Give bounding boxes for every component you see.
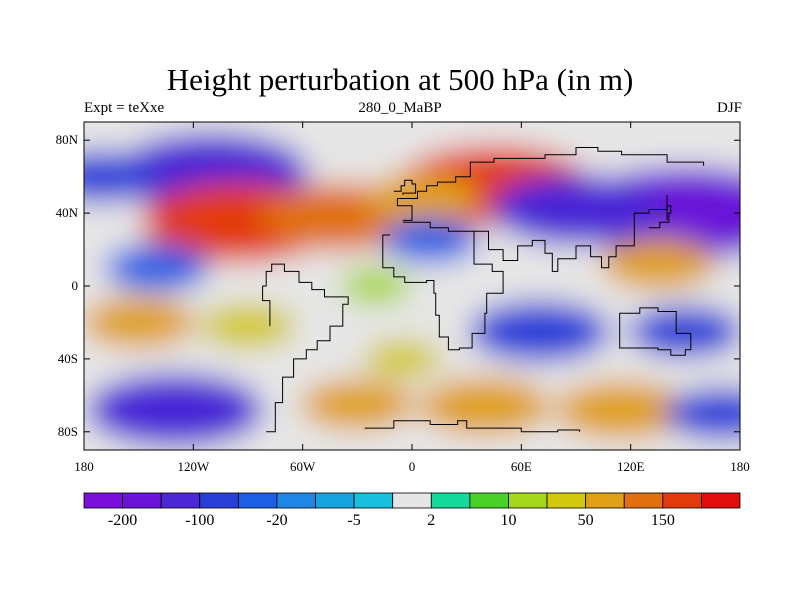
y-tick-label: 0: [72, 278, 79, 293]
anomaly-region: [84, 296, 196, 349]
colorbar-label: 50: [578, 512, 594, 529]
colorbar-label: -100: [185, 512, 214, 529]
anomaly-region: [104, 243, 210, 292]
anomaly-region: [300, 378, 415, 431]
colorbar-swatch: [237, 492, 278, 509]
season-label: DJF: [716, 100, 742, 116]
experiment-label: Expt = teXxe: [84, 100, 165, 116]
colorbar-swatch: [392, 492, 432, 509]
anomaly-region: [382, 218, 479, 263]
colorbar-swatch: [83, 492, 123, 509]
colorbar-label: 150: [651, 512, 675, 529]
x-tick-label: 180: [730, 459, 750, 474]
anomaly-region: [492, 174, 660, 245]
anomaly-region: [601, 238, 715, 290]
colorbar-swatch: [623, 492, 664, 509]
anomaly-region: [664, 387, 740, 440]
colorbar-swatch: [122, 492, 162, 509]
anomaly-region: [86, 373, 264, 447]
colorbar-label: -5: [347, 512, 360, 529]
x-tick-label: 0: [409, 459, 416, 474]
coastline: [396, 147, 705, 221]
colorbar-swatch: [662, 492, 702, 509]
anomaly-region: [469, 301, 611, 362]
anomaly-region: [363, 339, 442, 379]
y-tick-label: 40S: [58, 351, 78, 366]
colorbar-swatch: [508, 492, 548, 509]
anomaly-region: [418, 377, 551, 436]
colorbar: -200 -100 -20 -5 2 10 50 150: [83, 492, 741, 529]
x-tick-label: 120E: [617, 459, 645, 474]
y-tick-label: 80N: [56, 132, 79, 147]
coastline: [648, 205, 672, 229]
colorbar-swatch: [469, 492, 509, 509]
anomaly-region: [200, 303, 296, 349]
colorbar-swatch: [160, 492, 201, 509]
colorbar-label: 2: [427, 512, 435, 529]
period-label: 280_0_MaBP: [358, 100, 442, 116]
colorbar-swatch: [585, 492, 625, 509]
colorbar-swatch: [546, 492, 587, 509]
y-tick-label: 40N: [56, 205, 79, 220]
coastline: [393, 179, 417, 195]
coastline: [262, 263, 349, 433]
coastline: [382, 221, 504, 351]
colorbar-swatch: [353, 492, 394, 509]
y-tick-label: 80S: [58, 424, 78, 439]
chart-title: Height perturbation at 500 hPa (in m): [166, 62, 634, 97]
colorbar-swatch: [199, 492, 239, 509]
x-tick-label: 60W: [290, 459, 316, 474]
colorbar-swatch: [430, 492, 471, 509]
colorbar-swatch: [701, 492, 741, 509]
coastline: [474, 194, 668, 272]
coastline: [364, 420, 581, 433]
continent-outline: [262, 147, 705, 433]
anomaly-region: [340, 268, 411, 304]
colorbar-swatch: [276, 492, 316, 509]
anomaly-region: [364, 172, 479, 225]
height-field: [84, 122, 740, 450]
axes: 180 120W 60W 0 60E 120E 180 80N 40N 0 40S 80S: [56, 122, 750, 474]
colorbar-label: -200: [108, 512, 137, 529]
x-tick-label: 180: [74, 459, 94, 474]
x-tick-label: 120W: [177, 459, 210, 474]
anomaly-region: [84, 151, 160, 203]
anomaly-region: [628, 305, 740, 358]
colorbar-label: -20: [266, 512, 287, 529]
colorbar-label: 10: [500, 512, 516, 529]
colorbar-swatch: [315, 492, 355, 509]
x-tick-label: 60E: [511, 459, 532, 474]
anomaly-region: [555, 381, 688, 439]
coastline: [619, 307, 692, 356]
